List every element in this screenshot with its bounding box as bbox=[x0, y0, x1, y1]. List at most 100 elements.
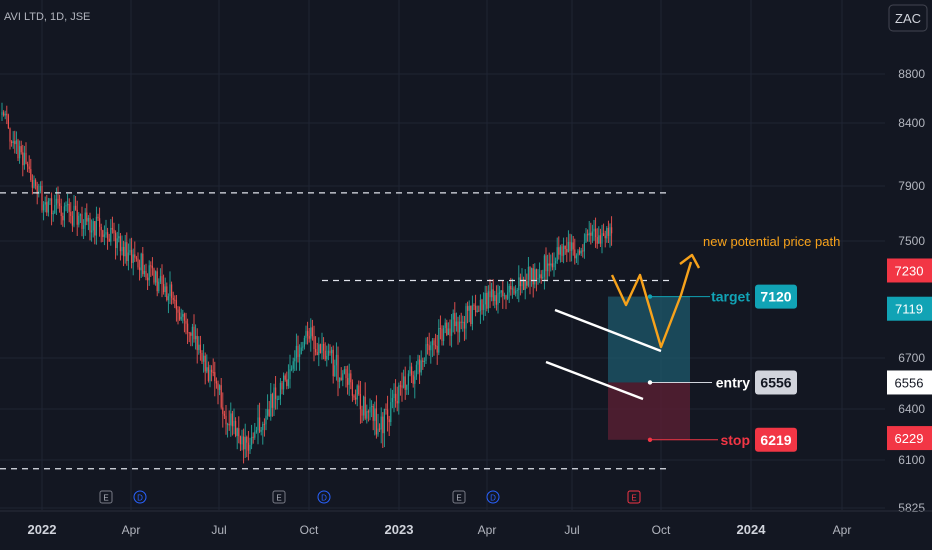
currency-button-label: ZAC bbox=[895, 11, 921, 26]
candle-body bbox=[169, 284, 171, 297]
candle-body bbox=[75, 205, 77, 210]
candle-body bbox=[427, 344, 429, 346]
candle-body bbox=[535, 269, 537, 280]
candle-body bbox=[251, 436, 253, 445]
candle-body bbox=[412, 375, 414, 384]
candle-body bbox=[588, 232, 590, 236]
candle-body bbox=[606, 228, 608, 239]
symbol-label: AVI LTD, 1D, JSE bbox=[4, 11, 90, 23]
candle-body bbox=[419, 359, 421, 373]
candle-body bbox=[507, 292, 509, 299]
currency-button[interactable]: ZAC bbox=[888, 4, 928, 32]
candle-body bbox=[265, 415, 267, 425]
candle-body bbox=[447, 328, 449, 335]
earnings-marker: E bbox=[452, 490, 466, 504]
candle-body bbox=[171, 284, 173, 298]
candle-body bbox=[41, 186, 43, 211]
candle-body bbox=[179, 312, 181, 320]
candle-body bbox=[361, 409, 363, 416]
candle-body bbox=[195, 335, 197, 340]
candle-body bbox=[201, 353, 203, 362]
candle-body bbox=[119, 236, 121, 252]
candle-body bbox=[431, 340, 433, 346]
candle-body bbox=[313, 336, 315, 350]
candle-body bbox=[415, 364, 417, 377]
candle-body bbox=[559, 246, 561, 255]
candle-body bbox=[177, 309, 179, 313]
candle-body bbox=[79, 214, 81, 216]
candle-body bbox=[569, 241, 571, 251]
candle-body bbox=[574, 249, 576, 259]
candle-body bbox=[191, 326, 193, 336]
candle-body bbox=[310, 327, 312, 339]
candle-body bbox=[326, 355, 328, 360]
candle-body bbox=[107, 232, 109, 239]
candle-body bbox=[439, 328, 441, 329]
candle-body bbox=[115, 233, 117, 248]
time-axis[interactable]: 2022 Apr Jul Oct 2023 Apr Jul Oct 2024 Apr bbox=[0, 510, 932, 537]
time-tick-label: 2022 bbox=[28, 522, 57, 537]
candle-body bbox=[577, 250, 579, 256]
trade-position: target 7120 entry 6556 stop 6219 bbox=[608, 284, 797, 452]
candle-body bbox=[441, 328, 443, 341]
candle-body bbox=[295, 345, 297, 359]
candle-body bbox=[542, 276, 544, 279]
candle-body bbox=[468, 305, 470, 311]
candle-body bbox=[247, 442, 249, 451]
candle-body bbox=[527, 266, 529, 286]
candle-body bbox=[63, 206, 65, 221]
time-tick-label: Jul bbox=[211, 523, 226, 537]
candle-body bbox=[420, 360, 422, 373]
candle-body bbox=[331, 349, 333, 354]
candle-body bbox=[487, 291, 489, 309]
price-axis-badge: 6229 bbox=[887, 426, 932, 451]
candle-body bbox=[19, 146, 21, 159]
candle-body bbox=[403, 376, 405, 388]
candle-body bbox=[366, 411, 368, 419]
projected-path-line bbox=[610, 261, 693, 349]
price-axis-badge: 7230 bbox=[887, 258, 932, 283]
candle-body bbox=[571, 242, 573, 251]
price-tick-label: 5825 bbox=[898, 501, 925, 515]
candle-body bbox=[172, 298, 174, 300]
candle-body bbox=[428, 345, 430, 351]
candle-body bbox=[423, 361, 425, 362]
target-zone bbox=[608, 296, 690, 383]
candle-body bbox=[564, 245, 566, 249]
candle-body bbox=[175, 300, 177, 310]
candle-body bbox=[449, 328, 451, 336]
candle-body bbox=[57, 198, 59, 204]
candle-body bbox=[406, 385, 408, 390]
candle-body bbox=[268, 409, 270, 417]
candle-body bbox=[398, 385, 400, 404]
candle-body bbox=[223, 413, 225, 416]
candle-body bbox=[486, 292, 488, 309]
candle-body bbox=[334, 365, 336, 377]
svg-text:6556: 6556 bbox=[760, 374, 791, 390]
candle-body bbox=[540, 274, 542, 279]
price-tick-label: 6400 bbox=[898, 402, 925, 416]
candle-body bbox=[54, 205, 56, 214]
candle-body bbox=[220, 385, 222, 408]
candle-body bbox=[591, 231, 593, 236]
candle-body bbox=[22, 152, 24, 166]
candle-body bbox=[47, 200, 49, 213]
candle-body bbox=[393, 393, 395, 398]
candle-body bbox=[89, 217, 91, 233]
candle-body bbox=[62, 215, 64, 221]
candle-body bbox=[345, 369, 347, 379]
candle-body bbox=[311, 327, 313, 337]
candle-body bbox=[387, 409, 389, 420]
candle-body bbox=[243, 436, 245, 450]
candle-body bbox=[521, 279, 523, 287]
candle-body bbox=[235, 420, 237, 436]
candle-body bbox=[209, 369, 211, 381]
price-axis[interactable]: 8800 8400 7900 7500 6700 6400 6100 5825 7230 7119… bbox=[887, 67, 932, 515]
candle-body bbox=[124, 242, 126, 257]
candle-body bbox=[607, 228, 609, 236]
candle-body bbox=[379, 428, 381, 430]
candle-body bbox=[414, 376, 416, 384]
candle-body bbox=[422, 360, 424, 362]
